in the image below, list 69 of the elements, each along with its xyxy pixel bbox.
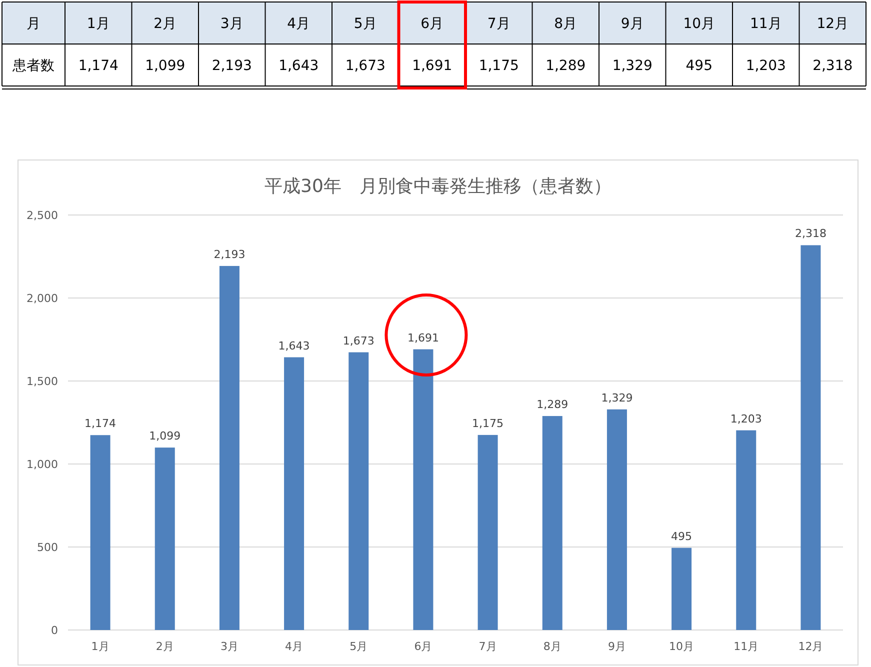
category-label: 1月: [86, 16, 110, 32]
text: 1,673: [342, 334, 374, 348]
x-tick-label: 1月: [91, 640, 110, 653]
y-tick-label: 0: [51, 624, 58, 637]
category-label: 6月: [420, 16, 444, 32]
x-tick-label: 12月: [798, 640, 824, 653]
data-label: 1,643: [278, 58, 319, 74]
data-label: 1,203: [746, 58, 786, 74]
text: 1,175: [472, 416, 504, 430]
x-tick-label: 2月: [156, 640, 174, 653]
bar: [736, 430, 756, 630]
bar: [154, 448, 175, 630]
text: 1,329: [601, 391, 633, 404]
bar: [672, 548, 692, 630]
data-label: 1,691: [412, 58, 452, 74]
text: 2,318: [794, 227, 826, 240]
text: 患者数: [12, 58, 54, 74]
text: 1,643: [278, 339, 310, 352]
text: 2,193: [214, 248, 246, 261]
bar: [478, 434, 498, 630]
text: 1,691: [407, 331, 439, 344]
text: 1,289: [536, 398, 568, 412]
data-label: 1,673: [345, 58, 386, 74]
x-tick-label: 6月: [414, 640, 432, 653]
text: 1,203: [730, 412, 762, 426]
y-tick-label: 1,500: [26, 375, 58, 388]
bar: [219, 266, 240, 630]
text: 月: [26, 16, 40, 32]
data-label: 1,174: [78, 58, 118, 74]
bar: [542, 416, 562, 630]
category-label: 4月: [287, 16, 310, 32]
category-label: 5月: [354, 16, 377, 32]
data-label: 1,175: [478, 58, 519, 74]
category-label: 12月: [816, 16, 849, 32]
category-label: 8月: [554, 16, 578, 32]
x-tick-label: 8月: [543, 640, 562, 653]
data-label: 1,289: [546, 58, 586, 74]
category-label: 10月: [683, 16, 716, 32]
category-label: 11月: [750, 16, 782, 32]
data-label: 1,099: [145, 58, 186, 74]
bar: [348, 352, 369, 630]
data-label: 2,193: [212, 58, 252, 74]
bar: [284, 357, 304, 630]
x-tick-label: 9月: [608, 640, 626, 653]
text: 1,099: [149, 430, 181, 443]
y-tick-label: 2,500: [26, 209, 58, 222]
text: 495: [671, 530, 692, 543]
bar: [800, 245, 821, 630]
y-tick-label: 1,000: [26, 458, 58, 471]
text: 1,174: [84, 417, 116, 430]
data-label: 1,329: [612, 58, 652, 74]
y-tick-label: 2,000: [26, 292, 58, 305]
x-tick-label: 7月: [478, 640, 497, 653]
bar: [413, 349, 434, 630]
y-tick-label: 500: [37, 541, 58, 554]
category-label: 9月: [620, 16, 644, 32]
bar: [90, 435, 110, 630]
data-label: 495: [686, 58, 712, 74]
category-label: 7月: [487, 16, 510, 32]
x-tick-label: 10月: [669, 640, 694, 653]
bar: [606, 409, 627, 630]
category-label: 2月: [154, 16, 177, 32]
x-tick-label: 3月: [220, 640, 238, 653]
data-label: 2,318: [812, 58, 853, 74]
x-tick-label: 11月: [734, 640, 759, 653]
x-tick-label: 4月: [285, 640, 304, 653]
chart-title: 平成30年 月別食中毒発生推移（患者数）: [264, 176, 612, 197]
category-label: 3月: [220, 16, 244, 32]
x-tick-label: 5月: [350, 640, 368, 653]
